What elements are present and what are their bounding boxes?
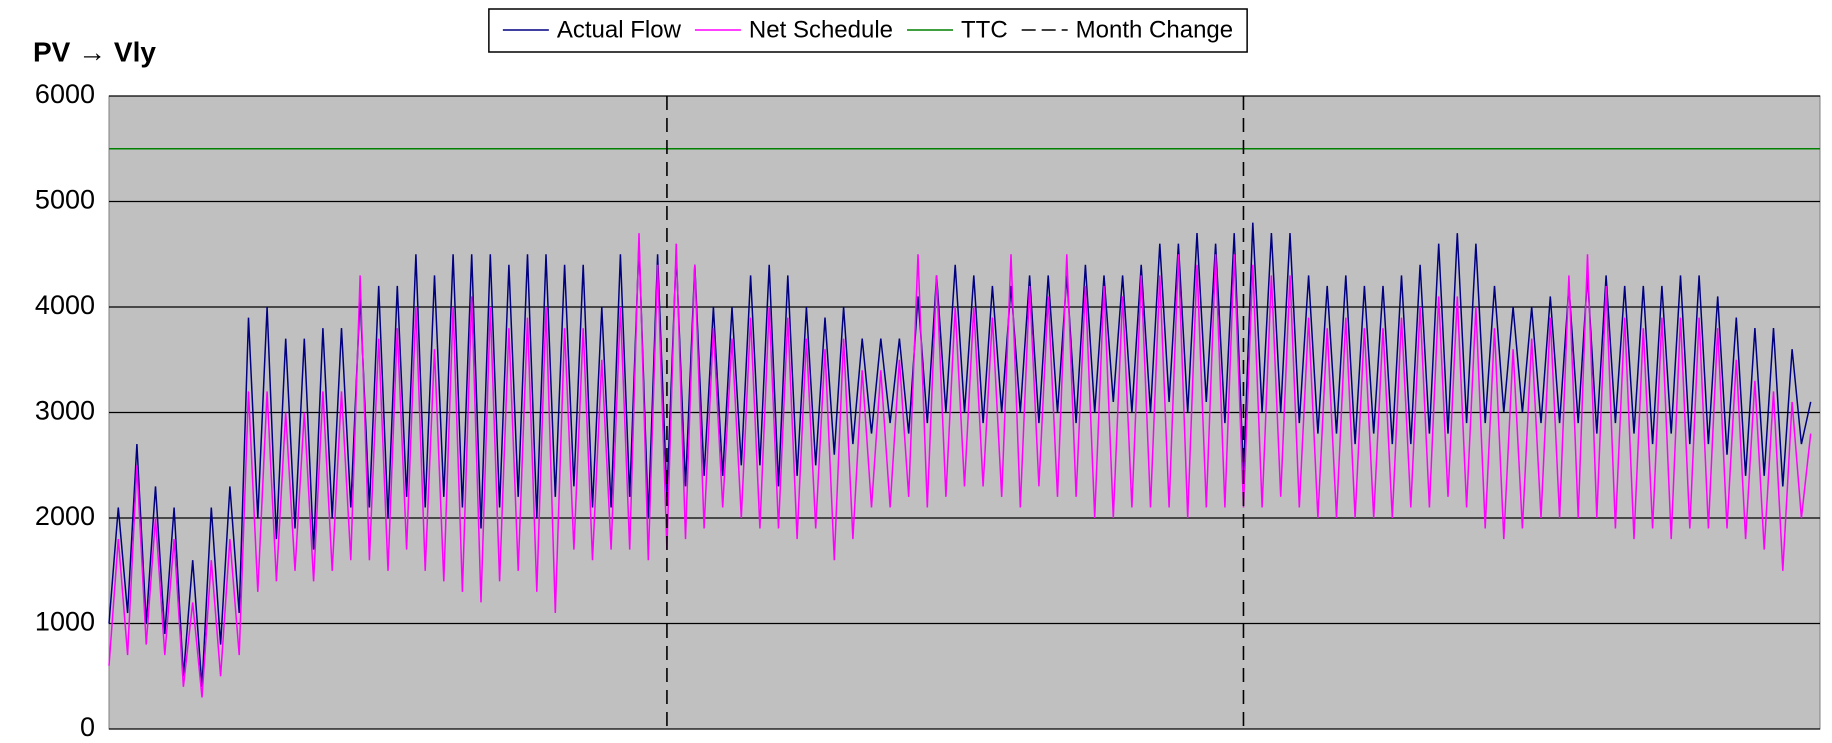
chart-title: PV → Vly xyxy=(33,36,156,67)
y-tick-label: 5000 xyxy=(35,185,95,215)
legend-label: Month Change xyxy=(1076,16,1233,43)
series-line xyxy=(108,222,1812,687)
legend-label: Net Schedule xyxy=(749,16,893,43)
legend: Actual Flow Net Schedule TTC Month Change xyxy=(488,8,1248,53)
y-tick-label: 4000 xyxy=(35,290,95,320)
legend-label: Actual Flow xyxy=(557,16,682,43)
y-tick-label: 1000 xyxy=(35,607,95,637)
legend-label: TTC xyxy=(961,16,1008,43)
y-tick-label: 3000 xyxy=(35,396,95,426)
legend-box xyxy=(488,8,1248,53)
series-line xyxy=(108,233,1812,698)
y-tick-label: 6000 xyxy=(35,79,95,109)
y-tick-label: 2000 xyxy=(35,501,95,531)
y-tick-label: 0 xyxy=(80,712,95,742)
